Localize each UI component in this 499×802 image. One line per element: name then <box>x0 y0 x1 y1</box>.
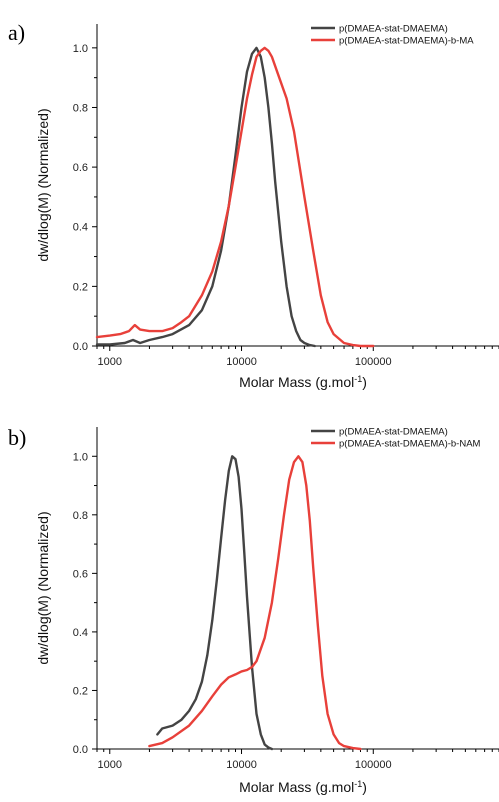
x-axis-title-text: Molar Mass (g.mol <box>239 374 354 390</box>
x-tick-label: 1000 <box>98 759 122 771</box>
x-tick-label: 10000 <box>226 759 257 771</box>
panel-label: a) <box>8 20 25 45</box>
legend-label-2: p(DMAEA-stat-DMAEMA)-b-NAM <box>339 439 481 450</box>
y-tick-label: 0.8 <box>73 102 88 114</box>
y-tick-label: 0.8 <box>73 510 88 522</box>
y-tick-label: 1.0 <box>73 451 88 463</box>
y-axis-title: dw/dlog(M) (Normalized) <box>35 511 51 664</box>
y-tick-label: 0.0 <box>73 341 88 353</box>
legend-label-1: p(DMAEA-stat-DMAEMA) <box>339 427 448 438</box>
y-tick-label: 0.2 <box>73 685 88 697</box>
y-tick-label: 0.4 <box>73 627 88 639</box>
y-tick-label: 0.4 <box>73 222 88 234</box>
x-axis-title-superscript: -1 <box>354 779 362 789</box>
y-tick-label: 0.6 <box>73 568 88 580</box>
y-tick-label: 0.2 <box>73 281 88 293</box>
x-tick-label: 10000 <box>226 356 257 368</box>
legend-label-2: p(DMAEA-stat-DMAEMA)-b-MA <box>339 36 474 47</box>
series-line-2 <box>95 46 375 348</box>
panel-label: b) <box>8 425 26 450</box>
y-tick-label: 0.6 <box>73 162 88 174</box>
x-axis-title-close-paren: ) <box>362 374 367 390</box>
x-axis-title-close-paren: ) <box>362 779 367 795</box>
series-line-2 <box>148 455 362 751</box>
y-axis-title: dw/dlog(M) (Normalized) <box>35 108 51 261</box>
x-axis-title: Molar Mass (g.mol-1) <box>239 374 367 390</box>
series-line-1 <box>156 455 274 751</box>
x-axis-title-text: Molar Mass (g.mol <box>239 779 354 795</box>
legend-label-1: p(DMAEA-stat-DMAEMA) <box>339 24 448 35</box>
x-axis-title-superscript: -1 <box>354 374 362 384</box>
y-tick-label: 0.0 <box>73 744 88 756</box>
y-tick-label: 1.0 <box>73 43 88 55</box>
series-line-1 <box>95 46 316 348</box>
x-axis-title: Molar Mass (g.mol-1) <box>239 779 367 795</box>
x-tick-label: 100000 <box>355 356 392 368</box>
x-tick-label: 100000 <box>355 759 392 771</box>
x-tick-label: 1000 <box>98 356 122 368</box>
